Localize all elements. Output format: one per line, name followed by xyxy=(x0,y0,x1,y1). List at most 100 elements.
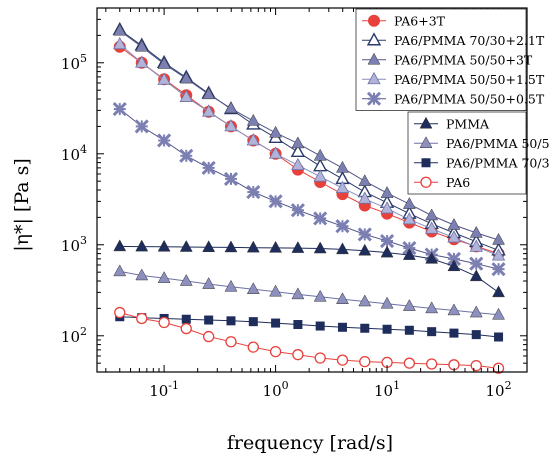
data-point xyxy=(268,146,283,159)
data-point xyxy=(157,72,171,85)
data-point xyxy=(491,262,506,277)
legend-label: PA6/PMMA 70/30+2.1T xyxy=(394,33,545,48)
legend-label: PMMA xyxy=(446,116,490,131)
data-point xyxy=(402,212,417,225)
series-layer xyxy=(112,21,506,374)
data-point xyxy=(135,268,149,281)
data-point xyxy=(425,208,439,221)
legend-item: PA6/PMMA 70/30 xyxy=(414,155,550,170)
data-point xyxy=(469,269,483,282)
data-point xyxy=(336,160,349,173)
data-point xyxy=(246,184,261,200)
legend-marker xyxy=(366,32,382,46)
data-point xyxy=(447,303,461,316)
legend-marker xyxy=(366,91,382,106)
data-point xyxy=(358,294,372,307)
series-pmma xyxy=(113,239,505,298)
data-point xyxy=(380,296,394,309)
data-point xyxy=(157,56,171,69)
data-point xyxy=(246,113,260,126)
data-point xyxy=(447,217,461,230)
data-point xyxy=(201,160,216,175)
data-point xyxy=(337,322,347,332)
series-pa6-pmma-70-30 xyxy=(115,312,504,342)
data-point xyxy=(179,148,194,163)
legend-label: PA6+3T xyxy=(394,13,446,28)
data-point xyxy=(402,241,417,256)
legend-marker xyxy=(368,14,380,27)
data-point xyxy=(179,89,193,102)
y-tick-label: 104 xyxy=(61,143,87,164)
legend-item: PA6/PMMA 50/50+1.5T xyxy=(362,72,545,87)
x-tick-label: 102 xyxy=(485,379,511,400)
legend-label: PA6/PMMA 50/50+1.5T xyxy=(394,72,545,87)
legend-label: PA6/PMMA 70/30 xyxy=(446,155,550,170)
data-point xyxy=(424,221,439,234)
data-point xyxy=(271,318,281,328)
legend-label: PA6/PMMA 50/50+3T xyxy=(394,52,533,67)
data-point xyxy=(494,332,504,342)
data-point xyxy=(135,39,149,52)
y-axis-label: |η*| [Pa s] xyxy=(11,158,33,252)
data-point xyxy=(380,186,394,198)
data-point xyxy=(202,277,216,289)
data-point xyxy=(427,327,437,337)
legend-marker xyxy=(421,158,431,168)
data-point xyxy=(469,225,483,238)
data-point xyxy=(335,219,350,234)
data-point xyxy=(203,330,215,343)
data-point xyxy=(226,316,236,326)
data-point xyxy=(204,315,214,325)
data-point xyxy=(357,227,372,242)
data-point xyxy=(225,336,237,348)
series-pa6-pmma-50-50-1-5t xyxy=(113,36,506,261)
data-point xyxy=(179,71,193,84)
data-point xyxy=(313,211,328,226)
data-point xyxy=(335,180,350,193)
legend-marker xyxy=(367,71,381,85)
data-point xyxy=(382,324,392,334)
data-point xyxy=(136,312,148,325)
legend-group-1: PA6+3T PA6/PMMA 70/30+2.1T PA6/PMMA 50/50+… xyxy=(355,8,545,111)
legend-item: PA6/PMMA 50/50+0.5T xyxy=(362,91,545,106)
data-point xyxy=(404,325,414,335)
data-point xyxy=(425,251,439,264)
legend-item: PA6+3T xyxy=(362,13,446,28)
y-tick-label: 102 xyxy=(61,325,87,346)
data-point xyxy=(269,284,283,297)
data-point xyxy=(290,143,306,158)
y-tick-label: 103 xyxy=(61,234,87,255)
data-point xyxy=(248,317,258,327)
data-point xyxy=(292,349,304,361)
series-line xyxy=(119,316,499,338)
data-point xyxy=(224,240,238,253)
data-point xyxy=(469,305,483,318)
data-point xyxy=(134,119,149,134)
data-point xyxy=(224,119,238,132)
y-tick-label: 105 xyxy=(61,52,87,73)
data-point xyxy=(313,148,327,161)
data-point xyxy=(336,354,349,366)
data-point xyxy=(336,242,349,255)
data-point xyxy=(223,171,239,186)
axes-layer: 10-1 100 101 102 102 103 104 105 xyxy=(61,7,528,400)
series-pa6 xyxy=(114,306,505,374)
series-line xyxy=(119,245,499,293)
data-point xyxy=(135,239,149,252)
data-point xyxy=(492,307,505,320)
legend-item: PA6 xyxy=(414,175,470,190)
data-point xyxy=(314,352,326,364)
data-point xyxy=(179,240,193,252)
data-point xyxy=(336,292,349,305)
data-point xyxy=(113,264,127,277)
data-point xyxy=(158,316,170,329)
data-point xyxy=(113,23,127,36)
data-point xyxy=(247,341,259,353)
x-tick-label: 10-1 xyxy=(149,379,179,400)
data-point xyxy=(447,230,461,243)
data-point xyxy=(157,239,171,252)
data-point xyxy=(380,233,395,249)
data-point xyxy=(402,299,416,311)
data-point xyxy=(492,232,505,245)
